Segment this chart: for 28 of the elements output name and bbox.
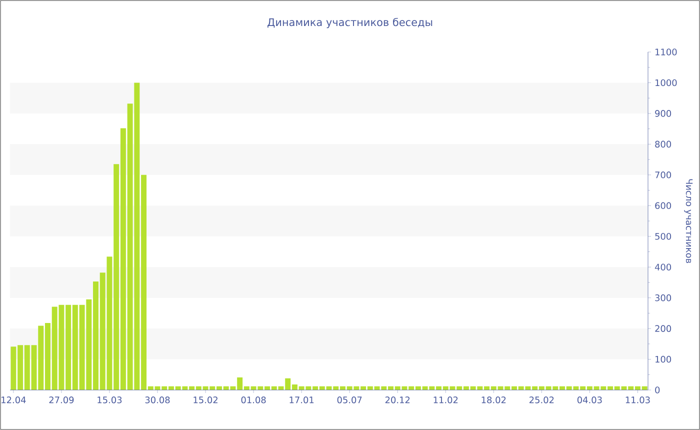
x-tick-label: 20.12 (385, 396, 410, 404)
y-tick-label: 1100 (656, 48, 677, 56)
y-tick-label: 300 (655, 294, 672, 302)
y-tick-label: 200 (655, 325, 672, 332)
x-tick-label: 15.02 (194, 396, 218, 404)
y-tick-label: 600 (655, 202, 672, 210)
y-tick-label: 1000 (656, 79, 677, 86)
x-tick-label: 12.04 (2, 396, 26, 404)
x-tick-label: 15.03 (98, 396, 122, 404)
y-tick-label: 700 (655, 172, 672, 178)
y-tick-label: 900 (655, 110, 672, 117)
chart-title: Динамика участников беседы (268, 18, 432, 28)
x-tick-label: 04.03 (577, 396, 602, 404)
y-tick-label: 0 (655, 386, 660, 394)
x-tick-label: 17.01 (290, 396, 314, 404)
x-tick-label: 18.02 (482, 396, 506, 404)
y-tick-label: 500 (655, 232, 672, 240)
x-tick-label: 01.08 (241, 396, 266, 404)
y-tick-label: 100 (656, 356, 672, 363)
y-tick-label: 800 (655, 140, 672, 148)
x-tick-label: 11.03 (626, 396, 650, 404)
x-tick-label: 05.07 (337, 396, 362, 404)
x-tick-label: 30.08 (145, 396, 170, 404)
y-axis-title: Число участников (684, 179, 693, 264)
x-tick-label: 25.02 (529, 396, 554, 404)
y-tick-label: 400 (654, 264, 672, 270)
x-tick-label: 11.02 (434, 396, 458, 404)
x-tick-label: 27.09 (49, 396, 74, 404)
